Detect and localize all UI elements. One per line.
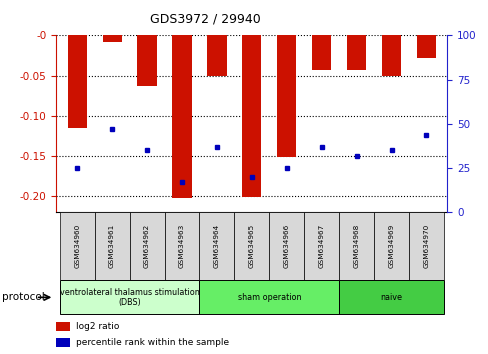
Text: GSM634969: GSM634969 [388, 224, 394, 268]
Bar [56, 322, 70, 331]
Bar [373, 212, 408, 280]
Text: log2 ratio: log2 ratio [76, 322, 119, 331]
Bar [207, 35, 226, 76]
Bar [408, 212, 443, 280]
Text: GSM634961: GSM634961 [109, 224, 115, 268]
Bar [346, 35, 366, 70]
Text: GSM634964: GSM634964 [213, 224, 220, 268]
Bar [199, 280, 339, 314]
Bar [172, 35, 191, 198]
Text: GSM634962: GSM634962 [144, 224, 150, 268]
Text: GSM634967: GSM634967 [318, 224, 324, 268]
Bar [311, 35, 330, 70]
Text: sham operation: sham operation [237, 293, 301, 302]
Bar [234, 212, 269, 280]
Bar [381, 35, 400, 76]
Bar [60, 212, 95, 280]
Bar [269, 212, 304, 280]
Bar [56, 338, 70, 347]
Bar [339, 212, 373, 280]
Text: GSM634970: GSM634970 [423, 224, 428, 268]
Bar [137, 35, 156, 86]
Text: naive: naive [380, 293, 402, 302]
Bar [102, 35, 122, 42]
Text: ventrolateral thalamus stimulation
(DBS): ventrolateral thalamus stimulation (DBS) [60, 288, 199, 307]
Text: GSM634965: GSM634965 [248, 224, 254, 268]
Bar [67, 35, 87, 128]
Text: protocol: protocol [2, 292, 45, 302]
Bar [416, 35, 435, 58]
Text: percentile rank within the sample: percentile rank within the sample [76, 338, 228, 347]
Text: GSM634968: GSM634968 [353, 224, 359, 268]
Bar [95, 212, 129, 280]
Bar [242, 35, 261, 197]
Bar [277, 35, 296, 157]
Bar [339, 280, 443, 314]
Text: GDS3972 / 29940: GDS3972 / 29940 [150, 12, 260, 25]
Bar [129, 212, 164, 280]
Text: GSM634960: GSM634960 [74, 224, 80, 268]
Text: GSM634963: GSM634963 [179, 224, 184, 268]
Bar [164, 212, 199, 280]
Bar [199, 212, 234, 280]
Text: GSM634966: GSM634966 [283, 224, 289, 268]
Bar [304, 212, 339, 280]
Bar [60, 280, 199, 314]
